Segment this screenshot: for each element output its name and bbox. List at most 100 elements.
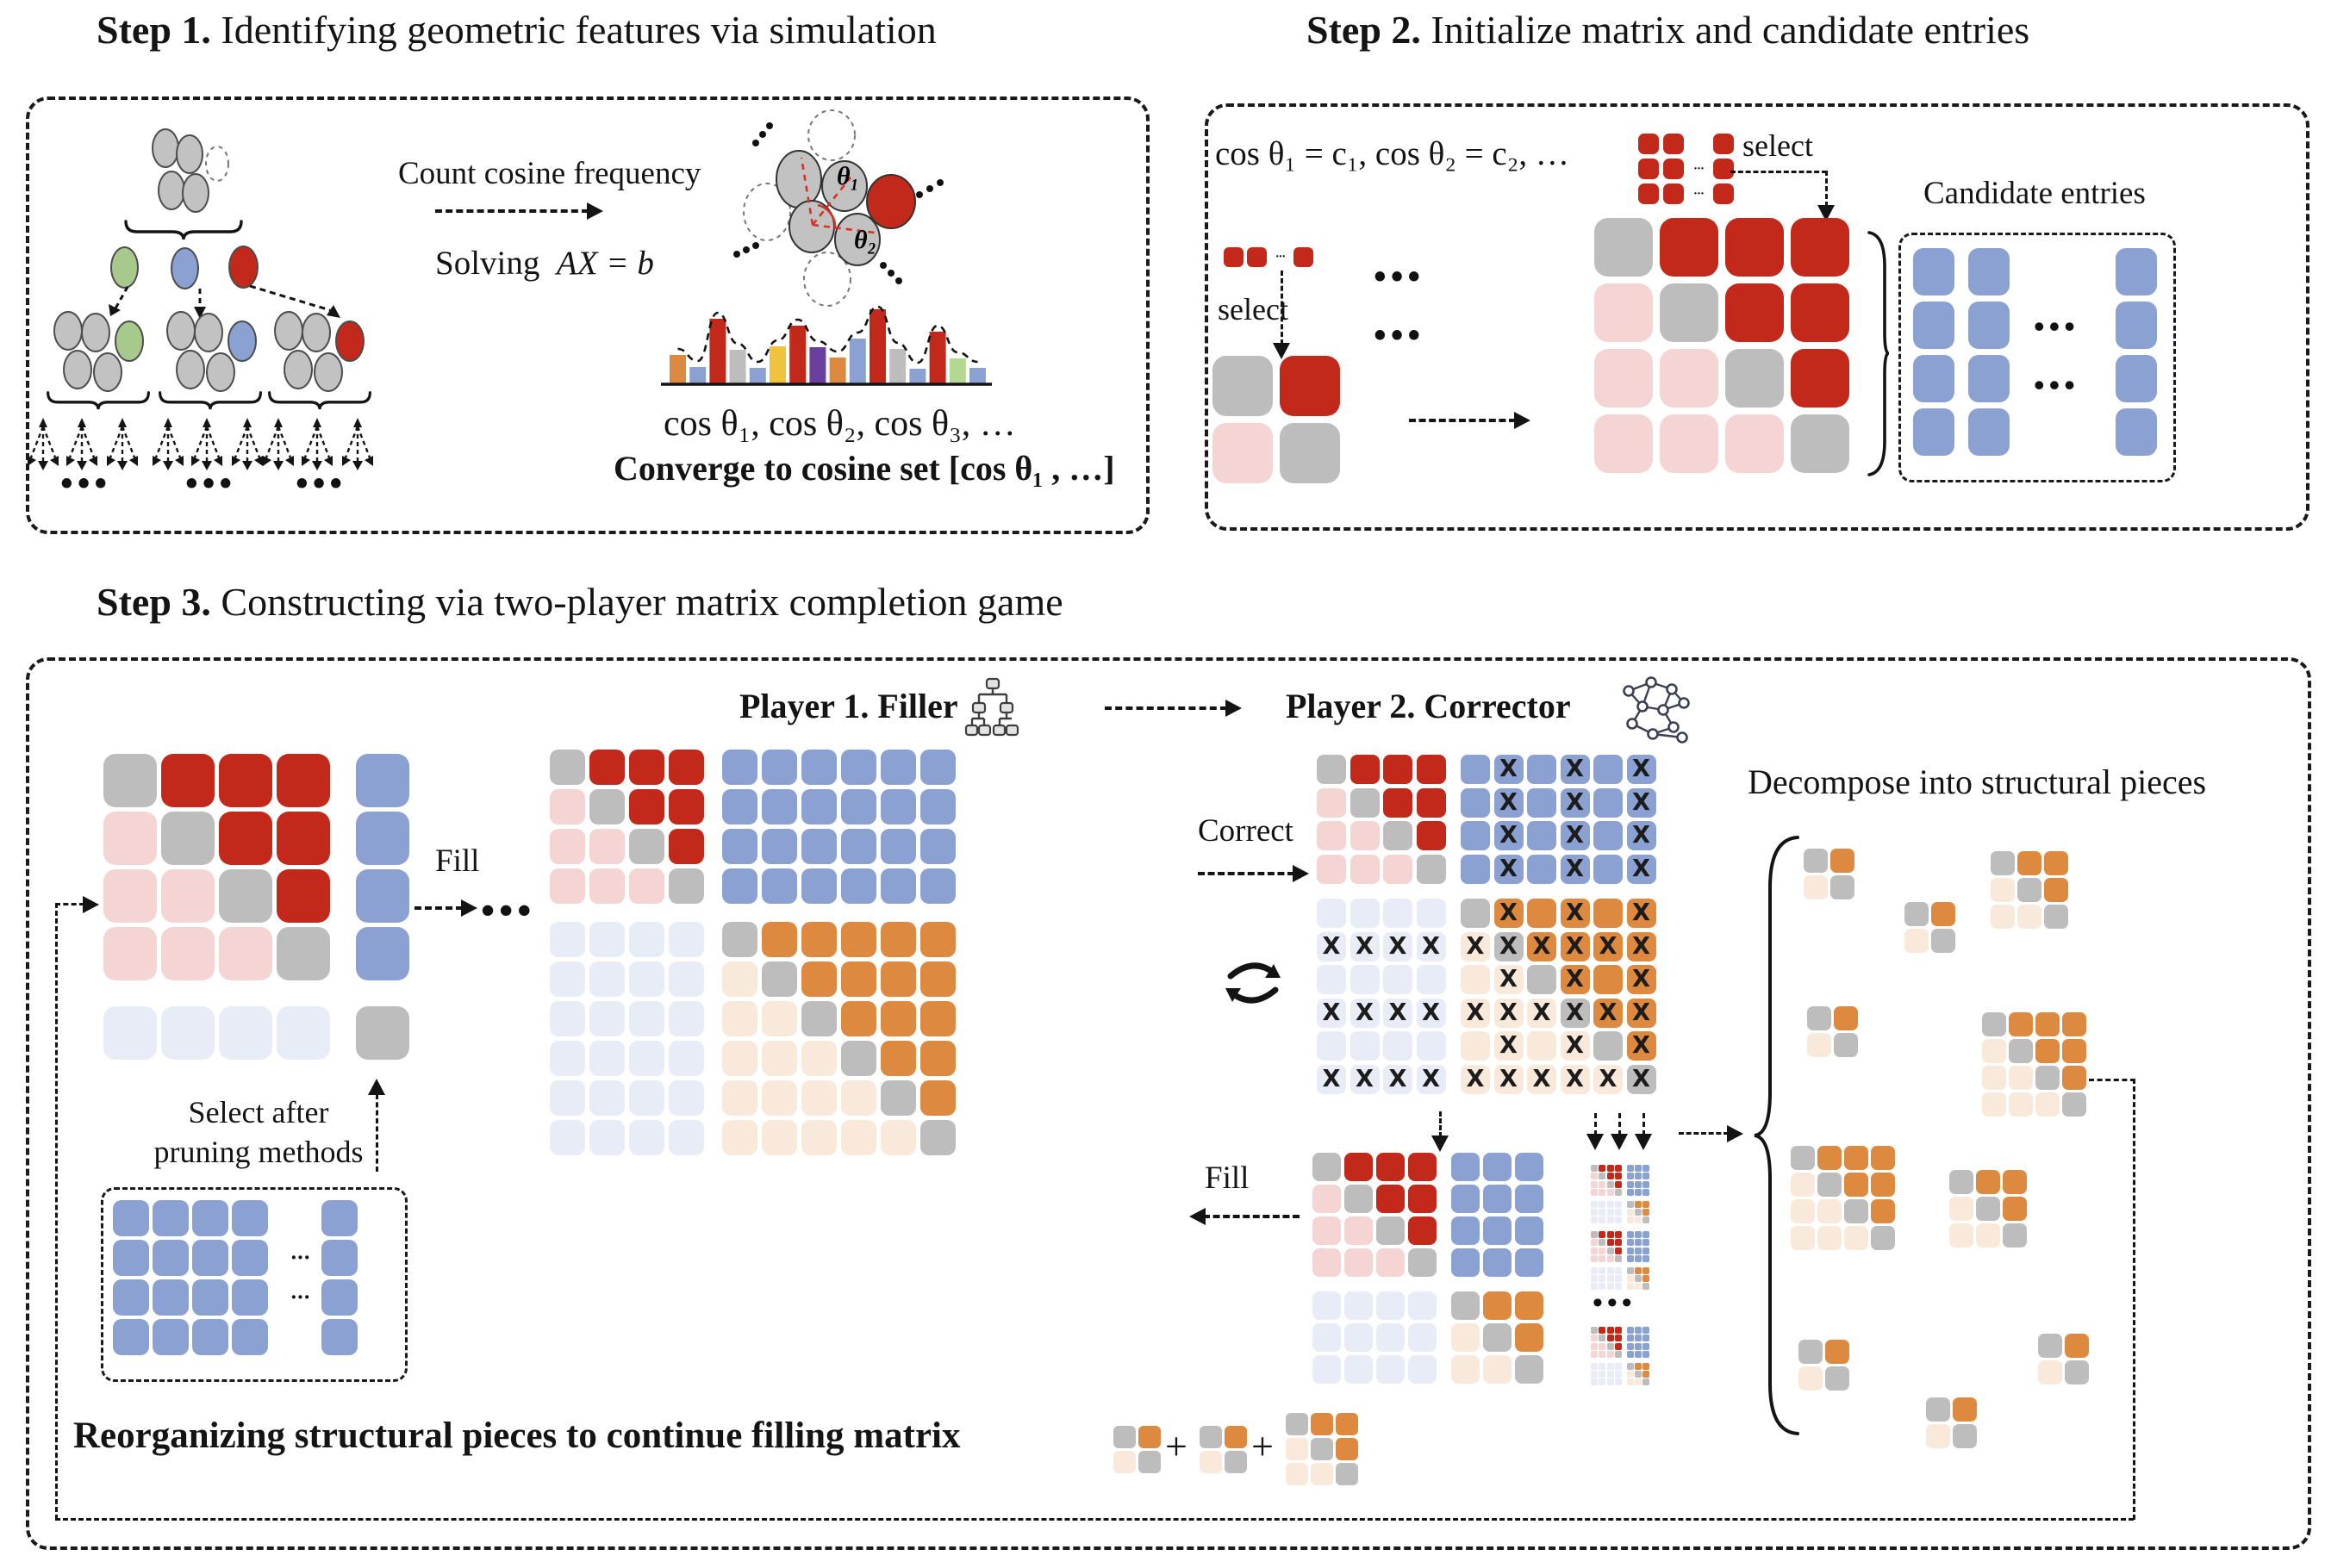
matrix-cell <box>2009 1092 2033 1117</box>
matrix-cell: X <box>1626 755 1656 784</box>
matrix-cell <box>2044 905 2068 929</box>
matrix-cell <box>1113 1451 1136 1473</box>
matrix-cell <box>1416 755 1446 784</box>
matrix-cell <box>1483 1355 1512 1384</box>
matrix-cell <box>1931 929 1955 953</box>
matrix-cell <box>629 829 664 864</box>
matrix-cell <box>1642 1362 1650 1370</box>
matrix-cell <box>1663 184 1684 204</box>
matrix-cell <box>232 1279 268 1316</box>
matrix-cell: X <box>1461 931 1490 961</box>
matrix-cell <box>881 1080 916 1116</box>
arrow-head <box>1189 1208 1206 1225</box>
matrix-cell <box>1626 1371 1634 1378</box>
matrix-cell <box>1349 965 1380 994</box>
x-mark: X <box>1566 1065 1584 1092</box>
matrix-cell <box>1791 1146 1815 1170</box>
x-mark: X <box>1422 932 1440 960</box>
matrix-cell <box>1349 821 1380 850</box>
step2-title-bold: Step 2. <box>1306 8 1421 52</box>
matrix-cell <box>1451 1323 1480 1352</box>
x-mark: X <box>1322 1065 1341 1092</box>
matrix-cell <box>2038 1334 2062 1358</box>
matrix-cell <box>1408 1291 1437 1320</box>
network-icon <box>1623 676 1690 744</box>
ellipsis: ••• <box>2034 368 2079 402</box>
matrix-cell <box>1635 1371 1642 1378</box>
matrix-cell <box>161 754 215 807</box>
matrix-cell <box>1982 1092 2006 1117</box>
matrix-cell <box>1312 1153 1341 1181</box>
solving-prefix: Solving <box>435 245 540 282</box>
matrix-cell <box>1817 1173 1842 1197</box>
matrix-cell <box>841 1080 876 1116</box>
matrix-cell <box>1451 1355 1480 1384</box>
matrix-cell: X <box>1560 854 1590 884</box>
matrix-cell <box>1317 1031 1346 1061</box>
arrow-green-to-cluster <box>109 286 129 316</box>
matrix-cell <box>1642 1275 1650 1282</box>
x-mark: X <box>1356 932 1374 960</box>
ellipsis: ••• <box>481 888 536 932</box>
matrix-cell: X <box>1383 1064 1412 1094</box>
matrix-cell <box>277 1006 330 1060</box>
matrix-cell <box>1606 1216 1614 1224</box>
matrix-cell <box>1642 1327 1650 1334</box>
matrix-cell <box>669 1001 704 1036</box>
matrix-cell <box>1483 1153 1512 1181</box>
arrow-head <box>1727 1125 1743 1142</box>
matrix-cell <box>1663 159 1684 179</box>
matrix-cell <box>1642 1231 1650 1238</box>
matrix-cell <box>192 1200 228 1236</box>
matrix-cell <box>1642 1255 1650 1263</box>
converge-label: Converge to cosine set [cos θ₁ , …] <box>614 449 1115 488</box>
child-cluster-green <box>53 311 144 392</box>
matrix-cell <box>1626 1189 1634 1197</box>
matrix-cell <box>762 961 797 997</box>
fanout-arrows <box>302 418 333 470</box>
matrix-cell: X <box>1493 931 1524 961</box>
matrix-cell <box>1591 1255 1598 1263</box>
matrix-cell <box>1713 184 1734 204</box>
matrix-cell: X <box>1593 1064 1623 1094</box>
matrix-cell <box>1312 1323 1341 1352</box>
matrix-cell <box>722 1041 757 1076</box>
matrix-cell <box>550 1120 585 1155</box>
matrix-cell <box>1599 1216 1606 1224</box>
histogram-bar <box>969 368 986 384</box>
matrix-cell <box>192 1279 228 1316</box>
matrix-cell: X <box>1593 998 1623 1028</box>
matrix-cell <box>1376 1291 1405 1320</box>
matrix-cell <box>1642 1239 1650 1247</box>
matrix-cell <box>1451 1185 1480 1213</box>
x-mark: X <box>1466 1065 1485 1092</box>
matrix-cell <box>2035 1012 2060 1036</box>
matrix-cell <box>589 750 625 785</box>
matrix-cell <box>1615 1283 1623 1291</box>
x-mark: X <box>1599 1065 1618 1092</box>
matrix-cell <box>1515 1153 1543 1181</box>
matrix-cell <box>1606 1342 1614 1350</box>
matrix-cell <box>1635 1275 1642 1282</box>
ellipsis: ••• <box>1593 1287 1636 1319</box>
matrix-cell: X <box>1383 998 1412 1028</box>
matrix-cell <box>1606 1327 1614 1334</box>
matrix-cell <box>669 789 704 824</box>
matrix-cell <box>1383 854 1412 884</box>
matrix-cell <box>232 1240 268 1276</box>
matrix-cell <box>722 750 757 785</box>
x-mark: X <box>1632 1032 1650 1060</box>
matrix-cell <box>1591 1247 1598 1254</box>
matrix-cell <box>1606 1189 1614 1197</box>
matrix-cell <box>881 1041 916 1076</box>
brace-cluster <box>159 391 262 410</box>
matrix-cell <box>1606 1200 1614 1208</box>
cosine-sequence-label: cos θ₁, cos θ₂, cos θ₃, … <box>664 404 1016 444</box>
matrix-cell: X <box>1626 998 1656 1028</box>
matrix-cell <box>722 829 757 864</box>
matrix-cell <box>1913 302 1954 349</box>
matrix-cell <box>1349 1031 1380 1061</box>
matrix-cell <box>1976 1197 2000 1221</box>
matrix-cell <box>1791 1226 1815 1250</box>
matrix-cell <box>1968 408 2010 456</box>
